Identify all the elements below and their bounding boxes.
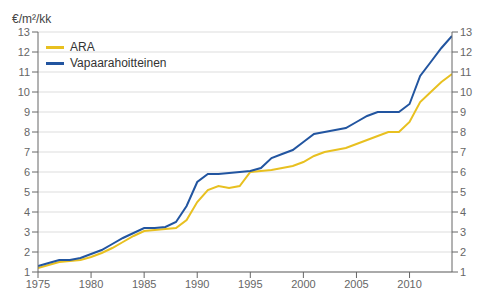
svg-text:12: 12 — [18, 46, 30, 58]
svg-text:11: 11 — [460, 66, 471, 78]
svg-text:3: 3 — [460, 226, 466, 238]
svg-text:1995: 1995 — [238, 278, 262, 290]
svg-text:5: 5 — [460, 186, 466, 198]
svg-text:11: 11 — [19, 66, 30, 78]
svg-text:7: 7 — [460, 146, 466, 158]
svg-text:8: 8 — [24, 126, 30, 138]
svg-text:5: 5 — [24, 186, 30, 198]
svg-text:12: 12 — [460, 46, 472, 58]
svg-text:1980: 1980 — [79, 278, 103, 290]
svg-text:4: 4 — [460, 206, 466, 218]
svg-text:3: 3 — [24, 226, 30, 238]
svg-text:6: 6 — [24, 166, 30, 178]
svg-text:13: 13 — [460, 26, 472, 38]
svg-text:10: 10 — [18, 86, 30, 98]
svg-text:2005: 2005 — [344, 278, 368, 290]
svg-text:1990: 1990 — [185, 278, 209, 290]
svg-text:8: 8 — [460, 126, 466, 138]
svg-text:7: 7 — [24, 146, 30, 158]
svg-text:9: 9 — [460, 106, 466, 118]
svg-text:6: 6 — [460, 166, 466, 178]
svg-text:2010: 2010 — [397, 278, 421, 290]
svg-text:2000: 2000 — [291, 278, 315, 290]
svg-text:4: 4 — [24, 206, 30, 218]
svg-text:2: 2 — [460, 246, 466, 258]
svg-text:13: 13 — [18, 26, 30, 38]
svg-text:1975: 1975 — [26, 278, 50, 290]
svg-text:10: 10 — [460, 86, 472, 98]
svg-text:2: 2 — [24, 246, 30, 258]
html-text:ARA: ARA — [70, 40, 95, 54]
svg-text:1985: 1985 — [132, 278, 156, 290]
svg-text:9: 9 — [24, 106, 30, 118]
svg-text:1: 1 — [24, 266, 30, 278]
html-text:€/m²/kk: €/m²/kk — [12, 12, 52, 26]
svg-text:1: 1 — [460, 266, 466, 278]
html-text:Vapaarahoitteinen: Vapaarahoitteinen — [70, 56, 167, 70]
